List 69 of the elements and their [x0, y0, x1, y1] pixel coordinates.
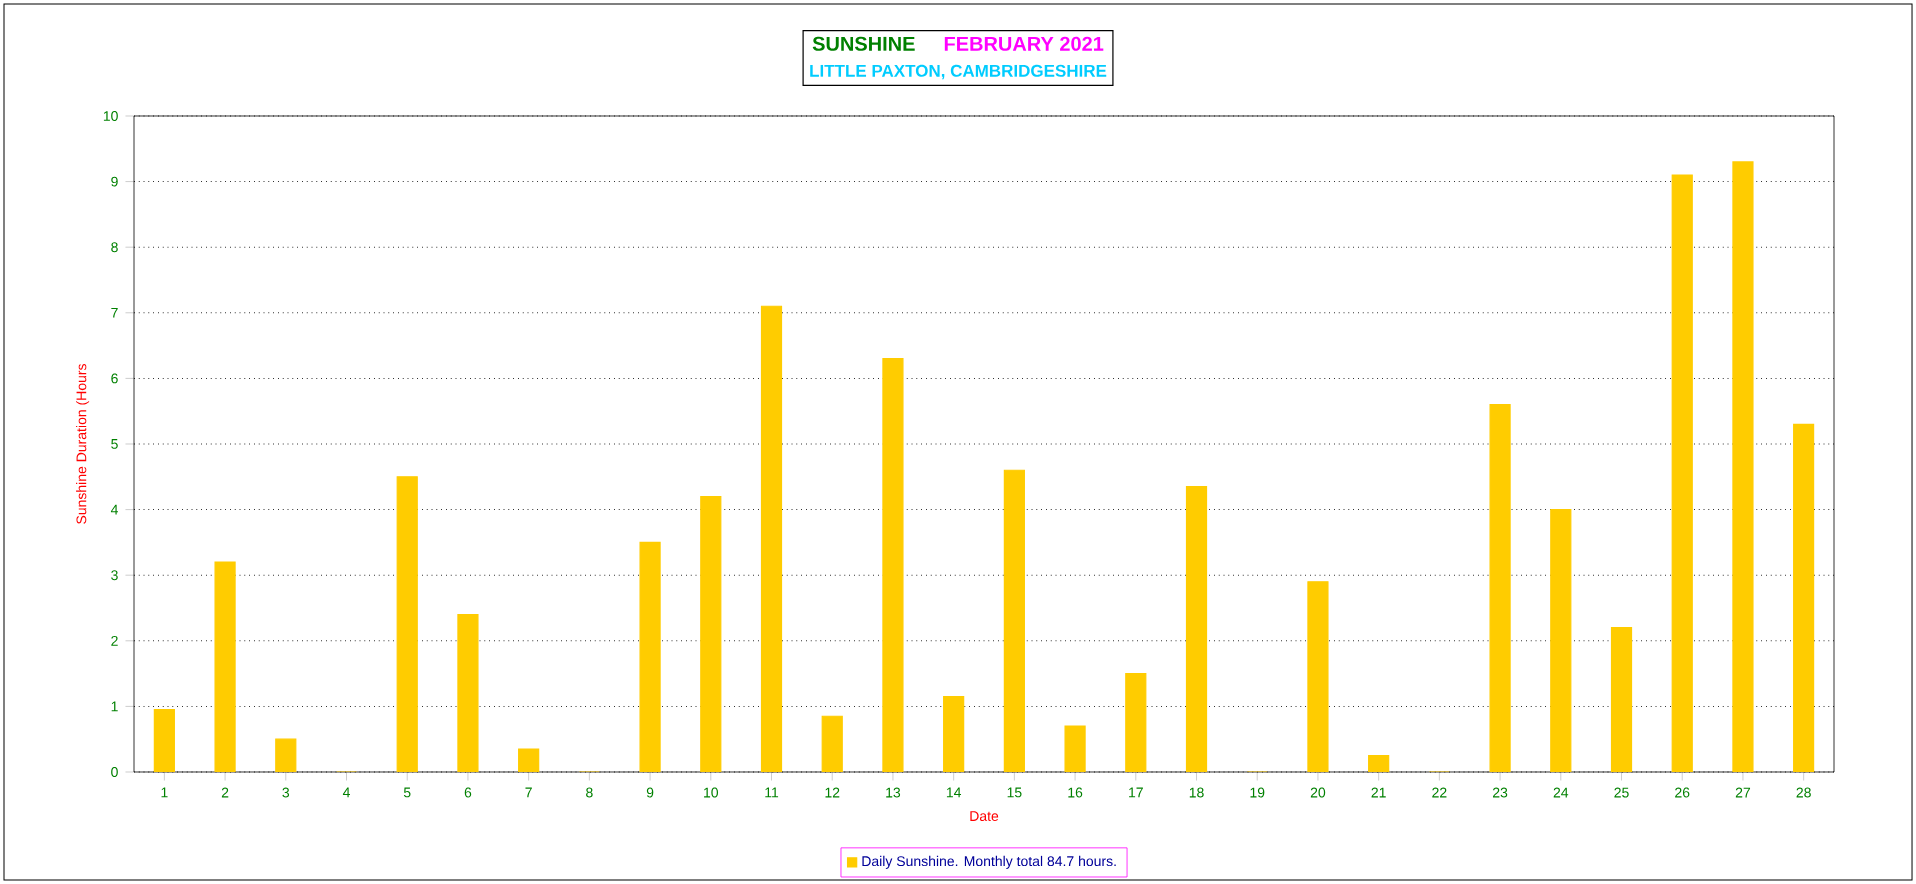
- bar: [275, 738, 297, 772]
- x-tick-label: 8: [586, 787, 593, 798]
- legend-label: Daily Sunshine. Monthly total 84.7 hours.: [862, 855, 1116, 869]
- chart-title: SUNSHINE: [812, 36, 915, 51]
- bar: [1610, 627, 1633, 772]
- x-tick-label: 19: [1250, 787, 1265, 798]
- x-tick-label: 20: [1310, 787, 1326, 798]
- x-tick-label: 28: [1796, 787, 1811, 798]
- bar: [518, 748, 540, 772]
- x-tick-label: 2: [221, 787, 229, 798]
- y-tick-label: 9: [111, 176, 118, 187]
- y-tick-label: 7: [111, 307, 118, 318]
- x-tick-label: 4: [342, 787, 350, 798]
- x-tick-label: 14: [946, 787, 962, 798]
- bar: [153, 709, 175, 772]
- y-axis-title: Sunshine Duration (Hours: [76, 364, 90, 524]
- x-tick-label: 21: [1371, 787, 1386, 798]
- x-axis-title: Date: [970, 811, 999, 821]
- x-tick-label: 6: [464, 787, 472, 798]
- bar: [1489, 404, 1511, 772]
- bar: [1064, 725, 1086, 772]
- bar: [760, 305, 783, 772]
- x-tick-label: 23: [1492, 787, 1508, 798]
- x-tick-label: 18: [1189, 787, 1204, 798]
- y-tick-label: 8: [111, 242, 118, 253]
- bar: [1793, 423, 1815, 772]
- bar: [943, 695, 965, 772]
- bar: [1732, 161, 1754, 772]
- x-tick-label: 15: [1007, 787, 1022, 798]
- x-tick-label: 3: [282, 787, 290, 798]
- bar: [1550, 509, 1572, 772]
- y-tick-label: 4: [110, 504, 118, 515]
- bar: [1307, 581, 1329, 772]
- y-tick-label: 1: [111, 701, 118, 712]
- bar: [821, 715, 843, 772]
- y-tick-label: 0: [111, 767, 118, 777]
- x-tick-label: 11: [765, 787, 779, 798]
- x-tick-label: 16: [1068, 787, 1083, 798]
- x-tick-label: 9: [646, 787, 654, 798]
- bar: [700, 495, 722, 772]
- x-tick-label: 26: [1675, 787, 1690, 798]
- bar: [457, 613, 479, 772]
- x-tick-label: 5: [403, 787, 411, 798]
- y-tick-label: 3: [111, 570, 118, 581]
- x-tick-label: 22: [1432, 787, 1447, 798]
- bar: [1003, 469, 1025, 772]
- y-tick-label: 6: [111, 373, 118, 384]
- bar: [1125, 673, 1147, 772]
- x-tick-label: 17: [1129, 787, 1143, 798]
- text: LITTLE PAXTON, CAMBRIDGESHIRE: [810, 64, 1107, 80]
- x-tick-label: 7: [525, 787, 532, 798]
- x-tick-label: 12: [825, 787, 840, 798]
- bar: [214, 561, 236, 772]
- bar: [396, 476, 418, 772]
- x-tick-label: 24: [1553, 787, 1569, 798]
- y-tick-label: 5: [111, 439, 118, 449]
- x-tick-label: 10: [704, 787, 719, 798]
- chart-subtitle: FEBRUARY 2021: [944, 36, 1104, 51]
- x-tick-label: 25: [1614, 787, 1629, 798]
- bar: [1185, 486, 1208, 772]
- y-tick-label: 2: [111, 635, 118, 646]
- x-tick-label: 1: [161, 787, 168, 798]
- x-tick-label: 27: [1735, 787, 1751, 798]
- bar: [882, 358, 904, 772]
- x-tick-label: 13: [886, 787, 901, 798]
- bar: [639, 541, 661, 772]
- bar: [1671, 174, 1693, 772]
- y-tick-label: 10: [103, 111, 118, 121]
- bar: [1368, 755, 1390, 772]
